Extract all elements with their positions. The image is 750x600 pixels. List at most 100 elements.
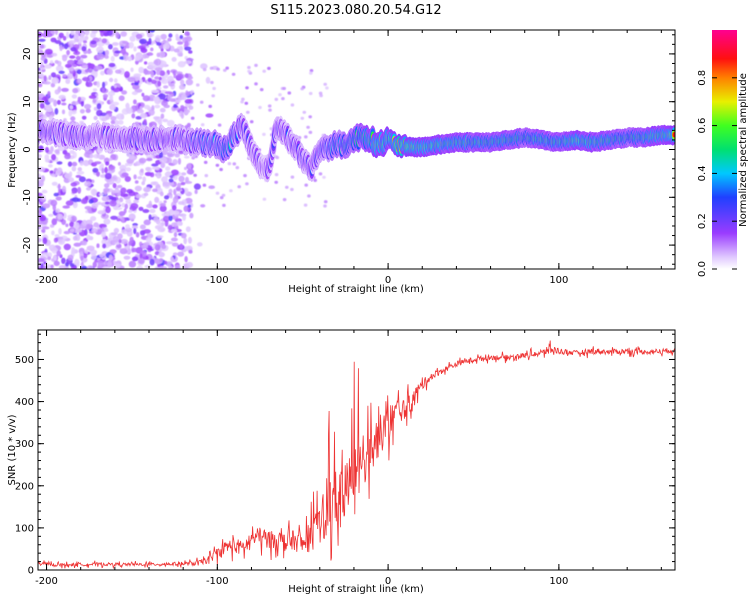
colorbar-ticks: 0.0 0.2 0.4 0.6 0.8 bbox=[697, 70, 737, 277]
colorbar: 0.0 0.2 0.4 0.6 0.8 Normalized spectral ampl… bbox=[697, 30, 749, 277]
noise-blob bbox=[85, 223, 92, 230]
noise-blob bbox=[72, 201, 78, 209]
noise-blob bbox=[72, 88, 79, 94]
noise-blob bbox=[70, 116, 76, 121]
noise-blob bbox=[102, 81, 106, 89]
noise-blob bbox=[117, 120, 124, 125]
noise-blob bbox=[131, 256, 139, 262]
noise-blob bbox=[137, 53, 142, 60]
noise-blob bbox=[262, 132, 266, 136]
noise-blob bbox=[142, 209, 150, 213]
noise-blob bbox=[96, 171, 100, 177]
noise-blob bbox=[143, 70, 152, 75]
noise-blob bbox=[71, 197, 80, 203]
noise-blob bbox=[159, 107, 166, 113]
noise-blob bbox=[247, 65, 251, 70]
noise-blob bbox=[51, 52, 58, 57]
noise-blob bbox=[71, 166, 77, 172]
noise-blob bbox=[162, 43, 170, 50]
noise-blob bbox=[205, 113, 214, 118]
noise-blob bbox=[267, 66, 271, 70]
noise-blob bbox=[58, 32, 64, 39]
noise-blob bbox=[309, 69, 314, 73]
noise-blob bbox=[117, 233, 123, 240]
noise-blob bbox=[61, 109, 66, 115]
noise-blob bbox=[137, 176, 143, 180]
noise-blob bbox=[77, 96, 82, 101]
noise-blob bbox=[70, 30, 75, 36]
noise-blob bbox=[247, 69, 251, 73]
noise-blob bbox=[38, 93, 45, 98]
noise-blob bbox=[39, 44, 45, 49]
noise-blob bbox=[215, 163, 220, 167]
noise-blob bbox=[121, 202, 126, 208]
noise-blob bbox=[171, 205, 177, 211]
noise-blob bbox=[171, 242, 179, 247]
noise-blob bbox=[123, 255, 131, 260]
noise-blob bbox=[97, 260, 104, 267]
noise-blob bbox=[161, 244, 167, 250]
noise-blob bbox=[108, 254, 113, 261]
noise-blob bbox=[141, 181, 145, 186]
noise-blob bbox=[82, 240, 88, 246]
spectrogram-plot-area bbox=[38, 30, 675, 269]
noise-blob bbox=[259, 88, 264, 92]
noise-blob bbox=[152, 166, 159, 170]
noise-blob bbox=[132, 83, 140, 90]
noise-blob bbox=[145, 236, 152, 243]
noise-blob bbox=[290, 103, 295, 107]
noise-blob bbox=[188, 249, 193, 254]
colorbar-tick-label: 0.4 bbox=[697, 165, 708, 181]
spectrogram-xlabel: Height of straight line (km) bbox=[288, 284, 424, 295]
noise-blob bbox=[223, 68, 227, 72]
noise-blob bbox=[105, 49, 109, 56]
noise-blob bbox=[87, 63, 96, 70]
noise-blob bbox=[53, 255, 57, 261]
noise-blob bbox=[38, 38, 46, 42]
noise-blob bbox=[108, 44, 113, 50]
noise-blob bbox=[96, 81, 101, 88]
noise-blob bbox=[47, 256, 51, 261]
noise-blob bbox=[75, 55, 81, 61]
noise-blob bbox=[148, 109, 155, 116]
noise-blob bbox=[51, 173, 57, 177]
noise-blob bbox=[96, 191, 101, 197]
noise-blob bbox=[70, 182, 78, 187]
noise-blob bbox=[184, 46, 192, 51]
noise-blob bbox=[138, 258, 145, 265]
noise-blob bbox=[161, 33, 167, 40]
noise-blob bbox=[40, 263, 44, 269]
noise-blob bbox=[135, 33, 143, 40]
noise-blob bbox=[54, 30, 58, 35]
noise-blob bbox=[79, 109, 85, 114]
noise-blob bbox=[165, 241, 174, 245]
noise-blob bbox=[158, 93, 166, 100]
colorbar-tick-label: 0.0 bbox=[697, 261, 708, 277]
noise-blob bbox=[124, 203, 129, 210]
noise-blob bbox=[125, 227, 133, 232]
noise-blob bbox=[69, 150, 75, 154]
noise-blob bbox=[184, 155, 190, 159]
noise-blob bbox=[84, 103, 92, 110]
noise-blob bbox=[116, 113, 125, 120]
noise-blob bbox=[203, 160, 208, 164]
noise-blob bbox=[85, 81, 93, 88]
noise-blob bbox=[103, 187, 110, 193]
noise-blob bbox=[63, 43, 69, 50]
noise-blob bbox=[199, 100, 204, 104]
noise-blob bbox=[64, 153, 71, 160]
noise-blob bbox=[168, 188, 173, 194]
noise-blob bbox=[69, 105, 74, 110]
noise-blob bbox=[197, 242, 203, 247]
noise-blob bbox=[38, 219, 43, 225]
noise-blob bbox=[138, 157, 147, 164]
noise-blob bbox=[80, 54, 88, 59]
noise-blob bbox=[54, 89, 60, 95]
noise-blob bbox=[114, 188, 120, 192]
noise-blob bbox=[232, 162, 237, 166]
noise-blob bbox=[173, 231, 178, 238]
noise-blob bbox=[75, 228, 82, 233]
noise-blob bbox=[163, 104, 170, 109]
noise-blob bbox=[102, 266, 110, 269]
noise-blob bbox=[115, 69, 122, 74]
